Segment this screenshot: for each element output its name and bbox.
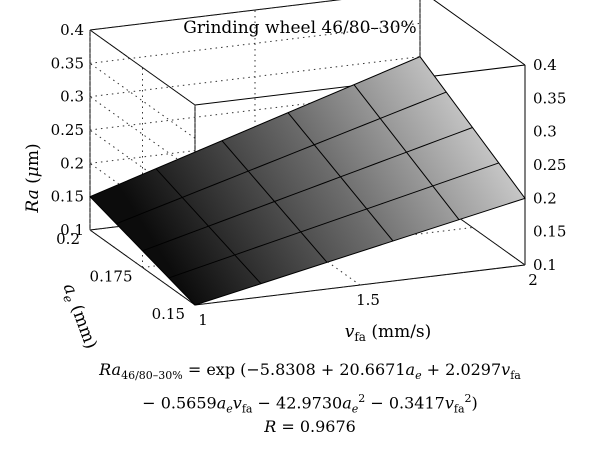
z-tick-label-left: 0.35 xyxy=(51,54,84,72)
z-tick-label-right: 0.15 xyxy=(533,223,566,241)
y-tick-label: 0.2 xyxy=(56,230,80,248)
z-tick-label-right: 0.2 xyxy=(533,189,557,207)
chart-title: Grinding wheel 46/80–30% xyxy=(183,18,417,38)
z-tick-label-left: 0.4 xyxy=(60,21,84,39)
grid-line-back-z xyxy=(89,0,342,31)
box-edge-BE xyxy=(433,0,526,66)
box-edge-AD xyxy=(89,29,196,106)
z-tick-label-right: 0.3 xyxy=(533,123,557,141)
z-tick-label-right: 0.35 xyxy=(533,89,566,107)
z-tick-label-right: 0.25 xyxy=(533,156,566,174)
axis-ticks: 0.1 0.15 0.2 0.25 0.3 0.35 0.4 0.1 0.15 0.2 0.25 0.… xyxy=(51,21,567,329)
model-equation-line-2: − 0.5659aevfa − 42.9730ae2 − 0.3417vfa2) xyxy=(142,392,478,416)
x-axis-label: vfa (mm/s) xyxy=(345,322,432,344)
z-tick-label-left: 0.25 xyxy=(51,121,84,139)
z-tick-label-left: 0.3 xyxy=(60,88,84,106)
x-tick-label: 1 xyxy=(198,311,208,329)
surface-mesh xyxy=(89,56,526,306)
grid-line-back-z xyxy=(89,22,421,64)
z-tick-label-right: 0.4 xyxy=(533,56,557,74)
surface-fill xyxy=(89,56,526,306)
model-equation-line-1: Ra46/80–30% = exp (−5.8308 + 20.6671ae +… xyxy=(99,360,521,383)
box-edge-DE xyxy=(89,0,342,31)
z-tick-label-left: 0.15 xyxy=(51,188,84,206)
z-axis-label: Ra (μm) xyxy=(23,143,43,213)
x-tick-label: 2 xyxy=(528,271,538,289)
y-tick-label: 0.175 xyxy=(90,268,133,286)
mesh-line-y xyxy=(116,91,447,225)
z-tick-label-left: 0.1 xyxy=(60,221,84,239)
y-tick-label: 0.15 xyxy=(152,305,185,323)
mesh-line-y xyxy=(142,127,473,252)
grid-line-floor-y xyxy=(194,264,526,306)
y-axis-label: ae (mm) xyxy=(57,281,101,353)
mesh-line-y xyxy=(168,162,499,279)
x-tick-label: 1.5 xyxy=(356,291,380,309)
z-tick-label-left: 0.2 xyxy=(60,154,84,172)
model-correlation: R = 0.9676 xyxy=(264,417,356,436)
z-tick-label-right: 0.1 xyxy=(533,256,557,274)
